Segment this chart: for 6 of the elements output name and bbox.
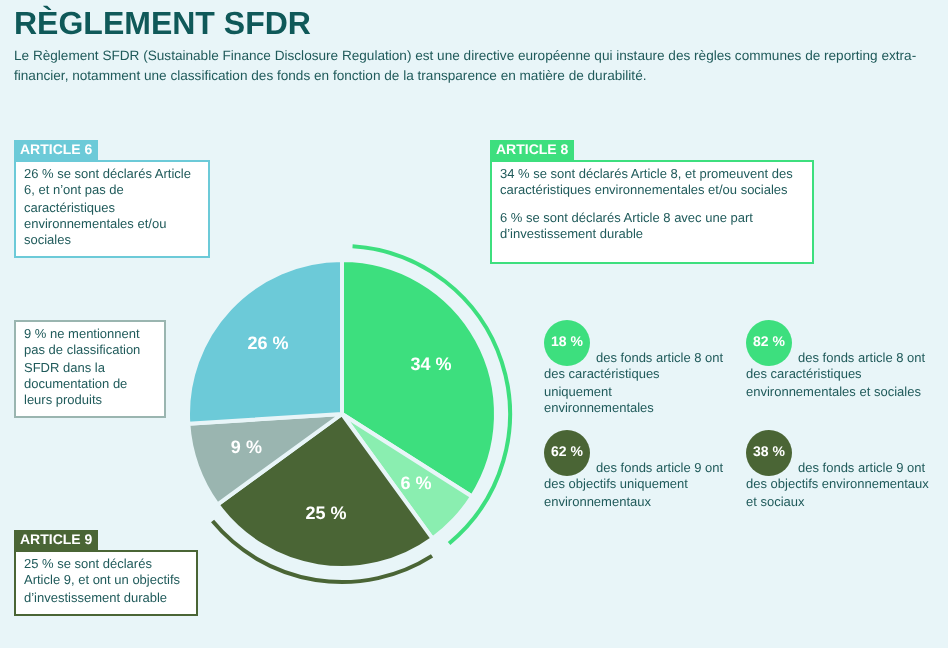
data-label: 9 %	[230, 437, 262, 458]
data-label: 26 %	[247, 333, 289, 354]
data-label: 34 %	[410, 354, 452, 374]
chart-title: RÈGLEMENT SFDR	[14, 6, 311, 46]
data-label: 25 %	[305, 503, 347, 524]
data-label: 6 %	[400, 472, 432, 493]
